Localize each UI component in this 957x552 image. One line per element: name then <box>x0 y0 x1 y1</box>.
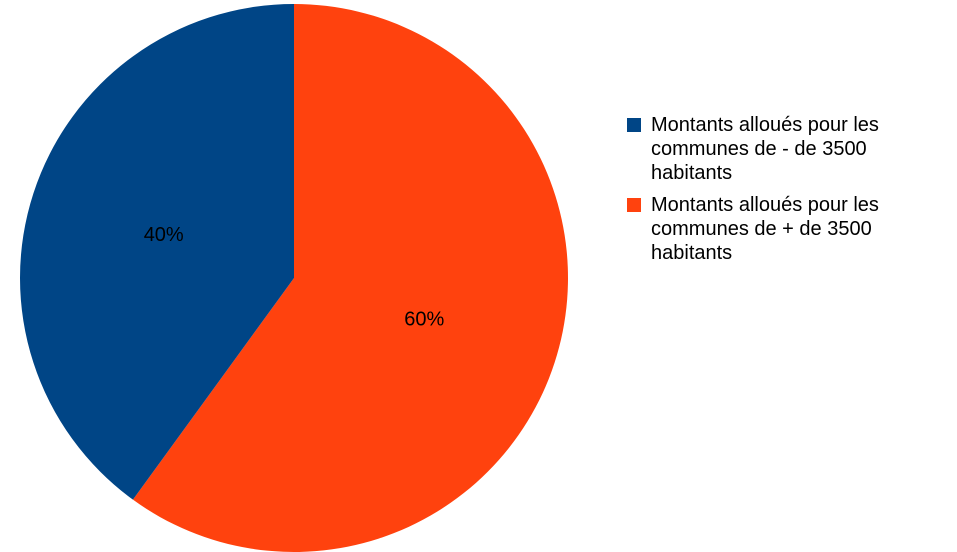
legend-item-small-communes: Montants alloués pour les communes de - … <box>627 113 947 185</box>
legend: Montants alloués pour les communes de - … <box>627 113 947 273</box>
pie-slice-small-communes <box>19 4 294 500</box>
data-label-large-communes: 60% <box>404 309 444 331</box>
legend-swatch-small-communes <box>627 118 641 132</box>
pie-plot-area: 60% 40% <box>19 4 568 552</box>
legend-label-large-communes: Montants alloués pour les communes de + … <box>651 194 879 264</box>
legend-label-small-communes: Montants alloués pour les communes de - … <box>651 114 879 184</box>
legend-swatch-large-communes <box>627 198 641 212</box>
legend-item-large-communes: Montants alloués pour les communes de + … <box>627 193 947 265</box>
pie-slice-large-communes <box>132 4 568 552</box>
data-label-small-communes: 40% <box>144 224 184 246</box>
